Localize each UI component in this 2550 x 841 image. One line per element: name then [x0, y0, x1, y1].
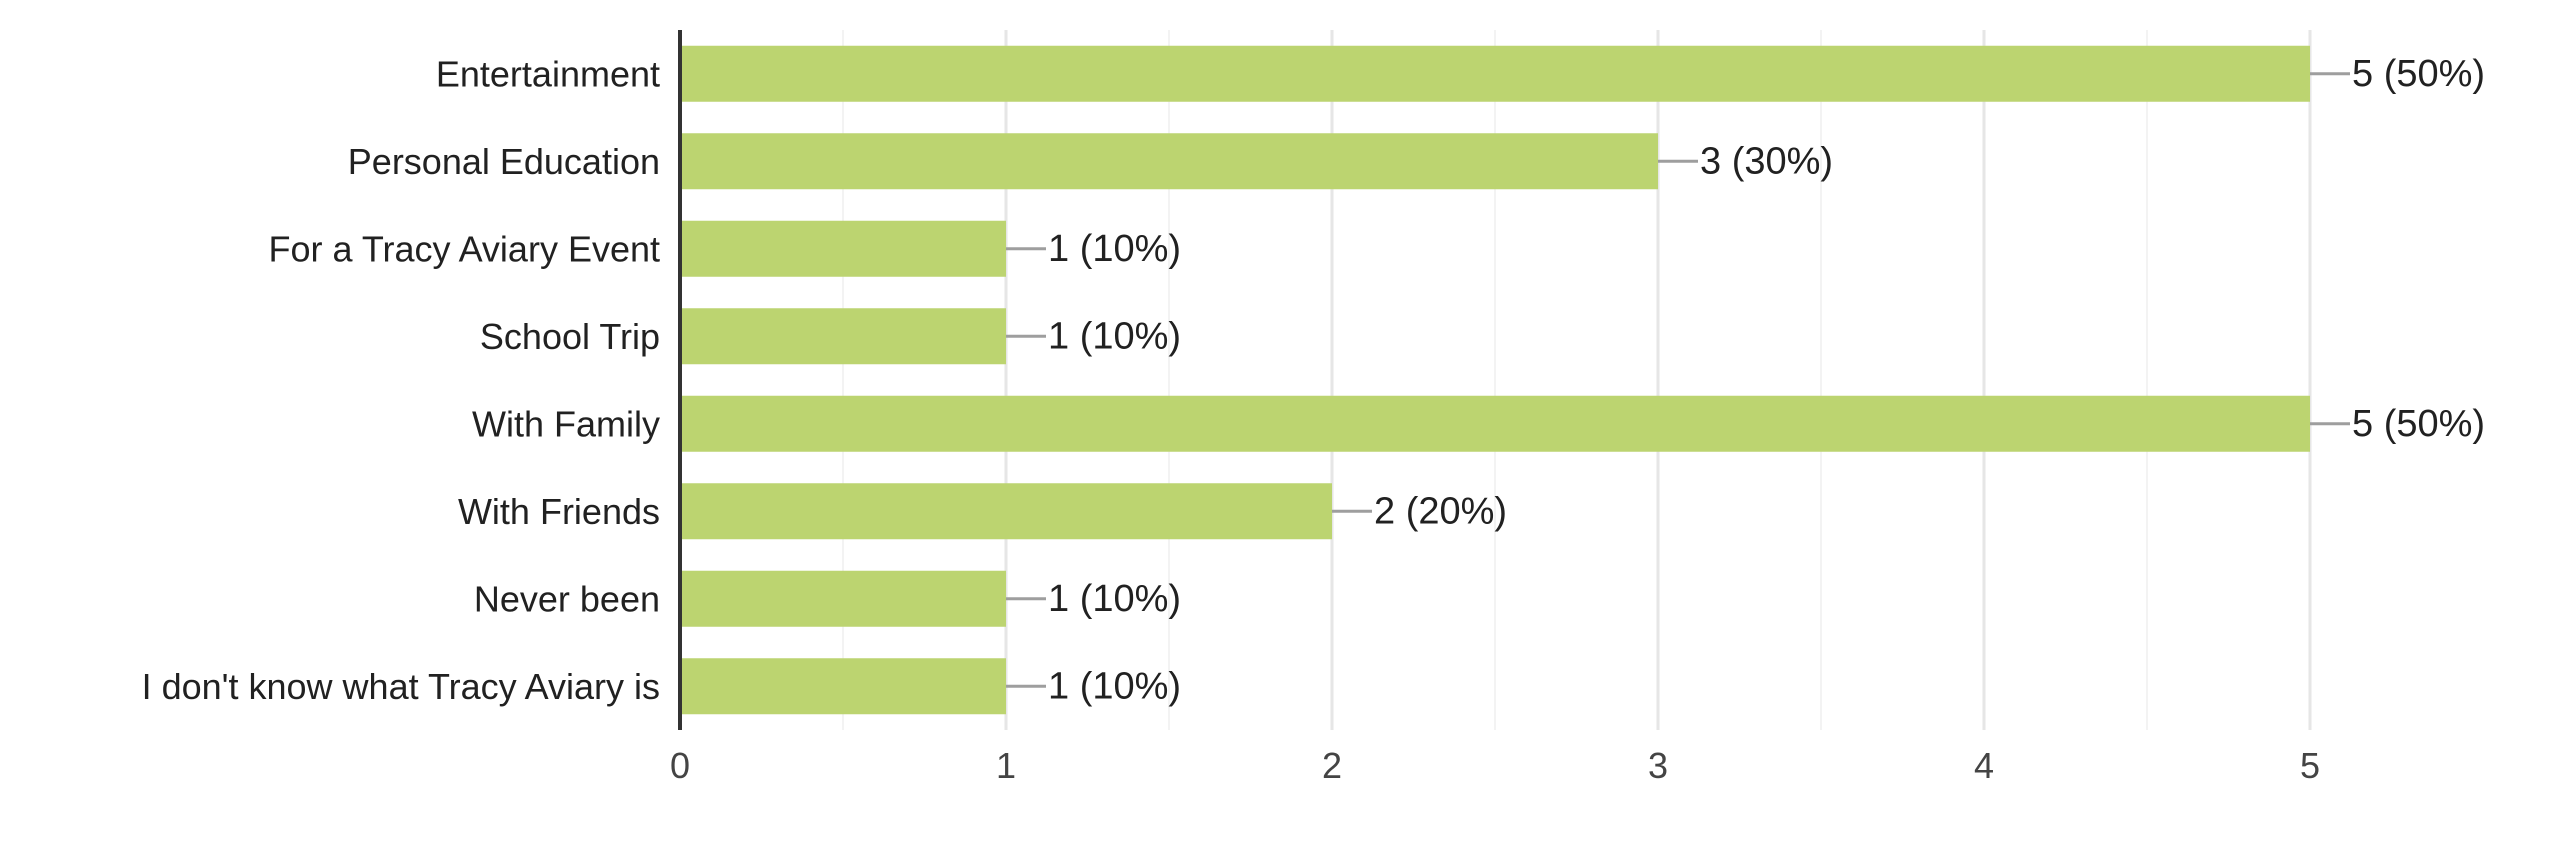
data-label-7: 1 (10%): [1048, 665, 1181, 707]
axis-layer: 0 1 2 3 4 5: [670, 30, 2320, 786]
bar-6: [680, 570, 1006, 627]
data-label-2: 1 (10%): [1048, 228, 1181, 270]
category-label-0: Entertainment: [436, 53, 660, 94]
category-label-5: With Friends: [458, 491, 660, 532]
x-tick-label-4: 4: [1974, 745, 1994, 786]
bar-2: [680, 220, 1006, 277]
data-label-0: 5 (50%): [2352, 53, 2485, 95]
x-tick-label-3: 3: [1648, 745, 1668, 786]
category-label-6: Never been: [474, 578, 660, 619]
category-label-3: School Trip: [480, 316, 660, 357]
x-tick-label-2: 2: [1322, 745, 1342, 786]
bar-1: [680, 133, 1658, 190]
bar-7: [680, 658, 1006, 715]
x-tick-label-0: 0: [670, 745, 690, 786]
category-label-7: I don't know what Tracy Aviary is: [142, 666, 660, 707]
x-tick-label-5: 5: [2300, 745, 2320, 786]
data-label-4: 5 (50%): [2352, 403, 2485, 445]
bar-4: [680, 395, 2310, 452]
category-label-2: For a Tracy Aviary Event: [269, 228, 660, 269]
data-label-3: 1 (10%): [1048, 315, 1181, 357]
bar-0: [680, 45, 2310, 102]
bar-layer: [680, 45, 2310, 715]
data-label-1: 3 (30%): [1700, 140, 1833, 182]
bar-5: [680, 483, 1332, 540]
category-label-4: With Family: [472, 403, 660, 444]
data-label-6: 1 (10%): [1048, 578, 1181, 620]
label-layer: 5 (50%) Entertainment 3 (30%) Personal Educ…: [142, 53, 2486, 708]
bar-3: [680, 308, 1006, 365]
x-tick-label-1: 1: [996, 745, 1016, 786]
category-label-1: Personal Education: [348, 141, 660, 182]
data-label-5: 2 (20%): [1374, 490, 1507, 532]
